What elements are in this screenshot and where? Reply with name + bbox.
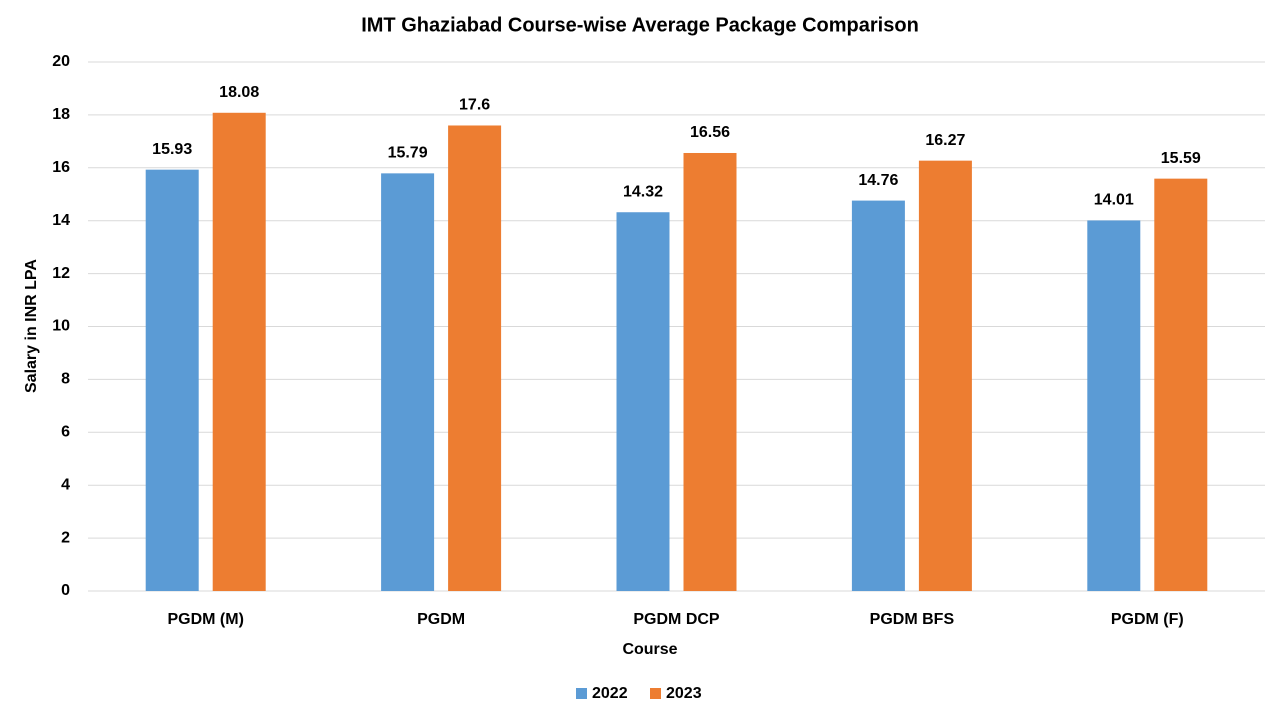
bar [616,212,670,591]
y-axis-title: Salary in INR LPA [23,259,40,393]
y-tick-label: 16 [52,159,70,176]
data-label: 15.59 [1161,150,1201,167]
bar [683,152,737,591]
bar [145,169,199,592]
data-label: 18.08 [219,84,259,101]
y-tick-label: 0 [61,582,70,599]
data-label: 14.32 [623,183,663,200]
data-label: 14.01 [1094,192,1134,209]
x-axis-title: Course [622,641,677,658]
bar [448,125,502,591]
data-label: 16.56 [690,124,730,141]
data-label: 15.93 [152,141,192,158]
bar [381,173,435,592]
y-tick-label: 18 [52,106,70,123]
x-tick-label: PGDM BFS [870,611,955,628]
y-tick-label: 2 [61,529,70,546]
data-label: 14.76 [858,172,898,189]
bar [851,200,905,591]
x-tick-label: PGDM (M) [167,611,243,628]
y-tick-label: 8 [61,371,70,388]
x-tick-label: PGDM (F) [1111,611,1184,628]
y-tick-label: 20 [52,53,70,70]
y-tick-label: 14 [52,212,70,229]
legend-label: 2023 [666,685,702,702]
bar [918,160,972,591]
bar [1087,220,1141,592]
x-tick-label: PGDM [417,611,465,628]
bar [1154,178,1208,591]
legend-swatch [576,688,587,699]
chart-title: IMT Ghaziabad Course-wise Average Packag… [361,14,919,36]
y-tick-label: 12 [52,265,70,282]
bar [212,112,266,591]
data-label: 16.27 [925,132,965,149]
data-label: 17.6 [459,97,490,114]
legend-label: 2022 [592,685,628,702]
y-tick-label: 10 [52,318,70,335]
y-tick-label: 6 [61,424,70,441]
data-label: 15.79 [388,145,428,162]
x-tick-label: PGDM DCP [633,611,720,628]
y-tick-label: 4 [61,476,70,493]
legend-swatch [650,688,661,699]
